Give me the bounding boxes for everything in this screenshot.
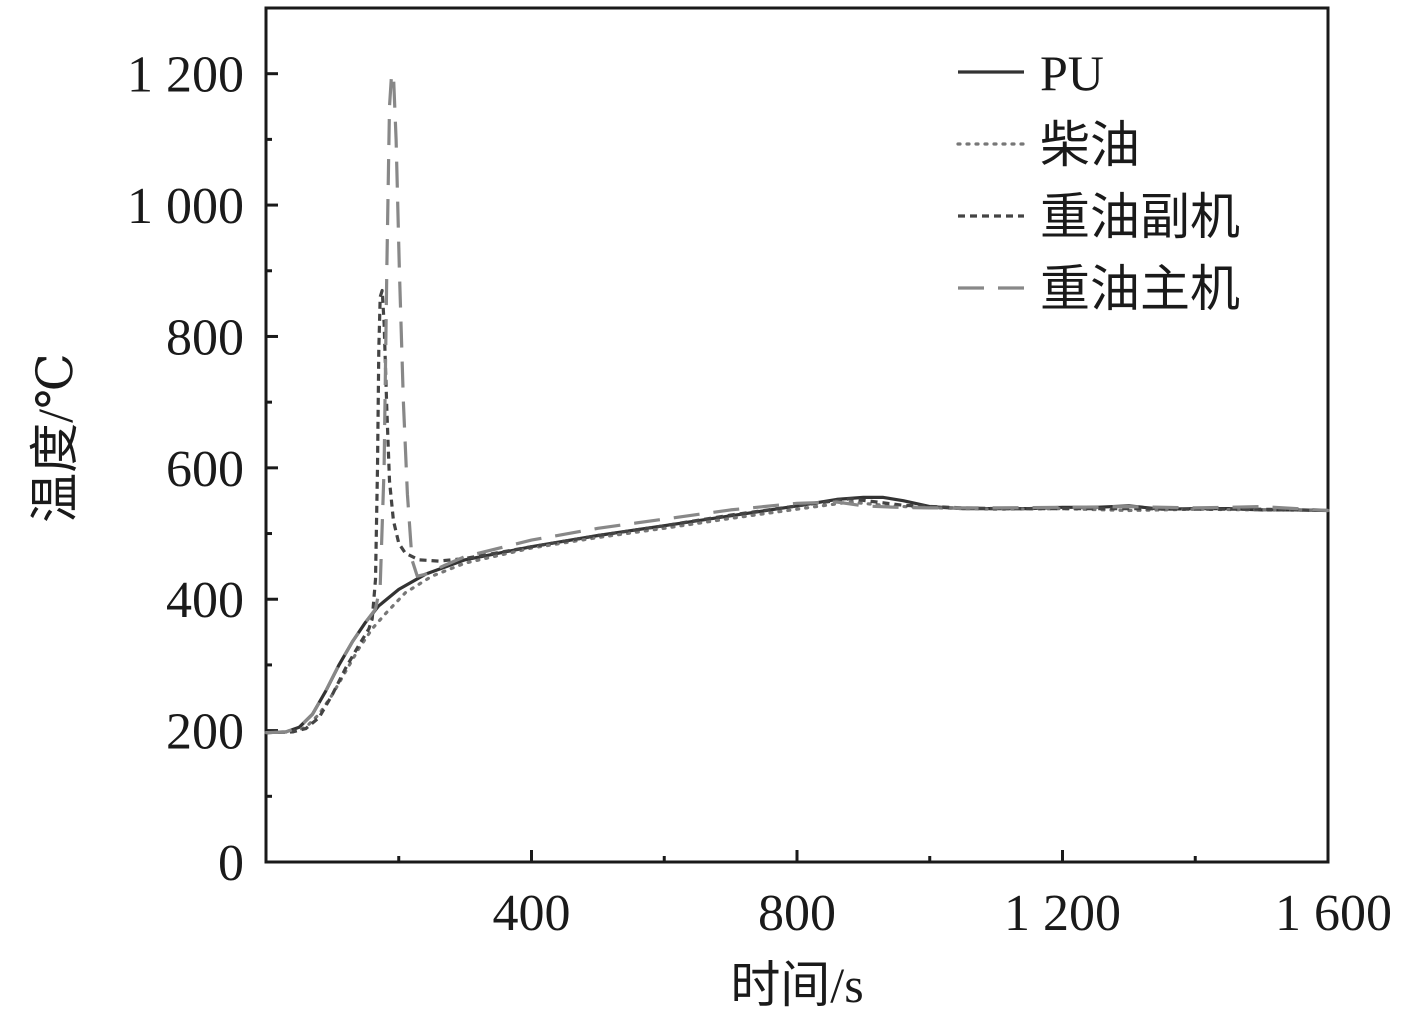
y-tick-label: 200 bbox=[166, 704, 244, 761]
y-tick-label: 800 bbox=[166, 309, 244, 366]
series-lines bbox=[264, 72, 1330, 735]
series-line-2 bbox=[264, 500, 1330, 735]
x-tick-label: 400 bbox=[493, 885, 571, 942]
y-axis-title: 温度/℃ bbox=[27, 353, 83, 523]
y-tick-label: 400 bbox=[166, 572, 244, 629]
series-line-3 bbox=[265, 288, 1329, 735]
x-tick-label: 800 bbox=[758, 885, 836, 942]
legend-label-1: PU bbox=[1040, 45, 1104, 101]
y-tick-label: 0 bbox=[218, 835, 244, 892]
series-line-1 bbox=[265, 495, 1329, 735]
x-tick-label: 1 200 bbox=[1004, 885, 1121, 942]
y-tick-label: 1 000 bbox=[127, 178, 244, 235]
legend-label-4: 重油主机 bbox=[1040, 261, 1240, 317]
legend-label-2: 柴油 bbox=[1040, 117, 1140, 173]
axis-ticks: 0 200 400 600 800 1 000 1 200 400 800 1 200 1 600 bbox=[127, 47, 1392, 942]
x-tick-label: 1 600 bbox=[1275, 885, 1392, 942]
plot-frame bbox=[264, 6, 1330, 864]
y-tick-label: 600 bbox=[166, 441, 244, 498]
x-axis-title: 时间/s bbox=[730, 957, 863, 1013]
legend-label-3: 重油副机 bbox=[1040, 189, 1240, 245]
y-tick-label: 1 200 bbox=[127, 47, 244, 104]
series-line-4 bbox=[265, 72, 1329, 735]
